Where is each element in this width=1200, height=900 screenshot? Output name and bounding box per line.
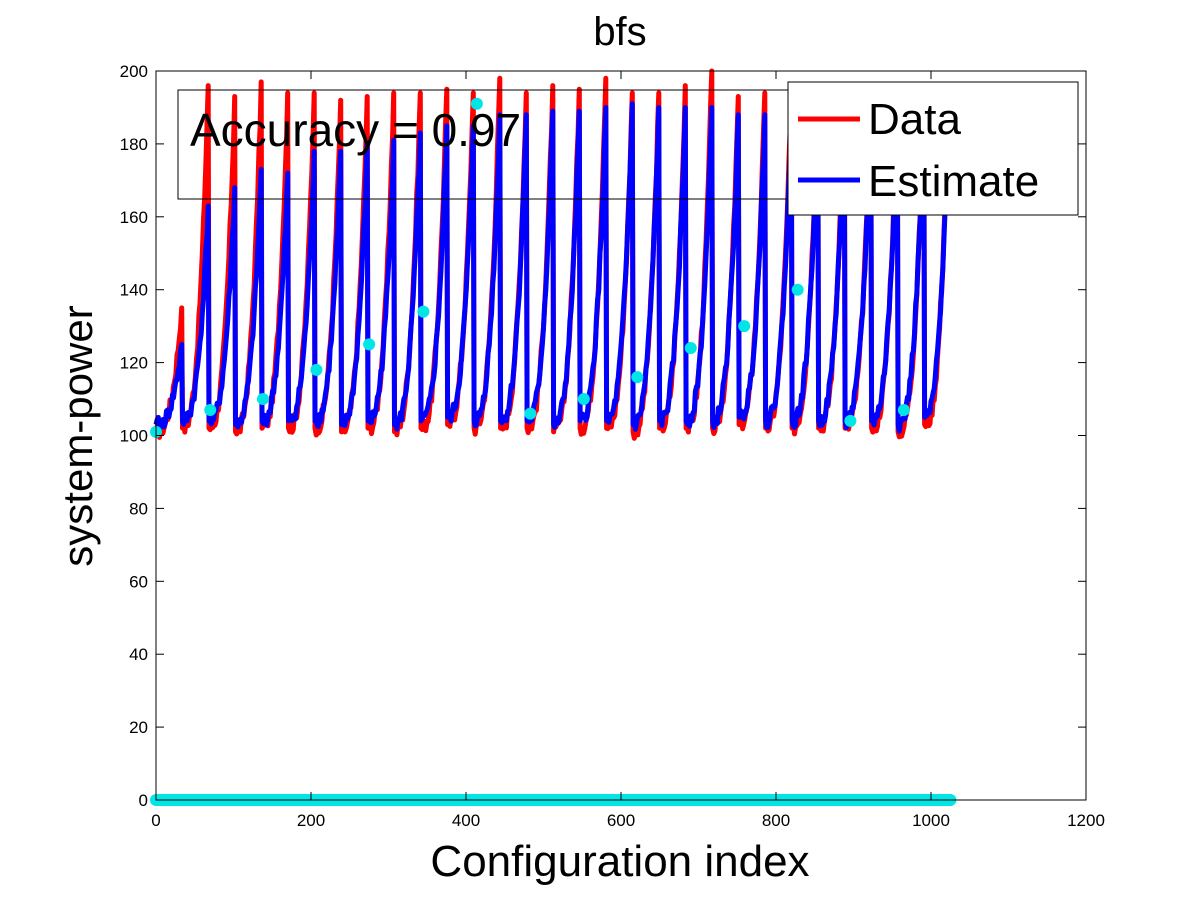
marker-point — [256, 393, 269, 406]
marker-point — [791, 283, 804, 296]
y-tick-label: 200 — [120, 62, 148, 81]
x-tick-label: 200 — [297, 811, 325, 830]
x-tick-label: 800 — [762, 811, 790, 830]
legend-box — [787, 81, 1079, 216]
marker-point — [631, 371, 644, 384]
legend-label-data: Data — [868, 95, 961, 144]
marker-point — [684, 342, 697, 355]
marker-point — [844, 414, 857, 427]
marker-point — [204, 403, 217, 416]
y-tick-label: 60 — [129, 572, 148, 591]
annotation-text: Accuracy = 0.97 — [190, 104, 521, 156]
x-tick-label: 1000 — [912, 811, 950, 830]
marker-point — [738, 320, 751, 333]
y-tick-label: 140 — [120, 281, 148, 300]
marker-point — [897, 403, 910, 416]
marker-point — [470, 97, 483, 110]
y-tick-label: 0 — [139, 791, 148, 810]
x-tick-label: 400 — [452, 811, 480, 830]
y-tick-label: 20 — [129, 718, 148, 737]
legend-label-estimate: Estimate — [868, 157, 1039, 206]
accuracy-annotation: Accuracy = 0.97 — [177, 89, 792, 200]
y-tick-label: 40 — [129, 645, 148, 664]
x-tick-label: 0 — [151, 811, 160, 830]
marker-point — [363, 338, 376, 351]
marker-point — [524, 407, 537, 420]
y-tick-label: 120 — [120, 354, 148, 373]
y-tick-label: 160 — [120, 208, 148, 227]
tick-layer: 0 200 400 600 800 1000 1200 0 20 40 60 80 100 120 140 1… — [120, 62, 1105, 830]
marker-point — [310, 363, 323, 376]
y-tick-label: 180 — [120, 135, 148, 154]
y-tick-label: 80 — [129, 499, 148, 518]
x-tick-label: 600 — [607, 811, 635, 830]
chart-title: bfs — [593, 10, 646, 54]
x-axis-title: Configuration index — [430, 837, 809, 886]
y-axis-title: system-power — [54, 305, 101, 566]
marker-point — [417, 305, 430, 318]
marker-point — [577, 393, 590, 406]
y-tick-label: 100 — [120, 427, 148, 446]
x-tick-label: 1200 — [1067, 811, 1105, 830]
legend: Data Estimate — [787, 81, 1079, 216]
